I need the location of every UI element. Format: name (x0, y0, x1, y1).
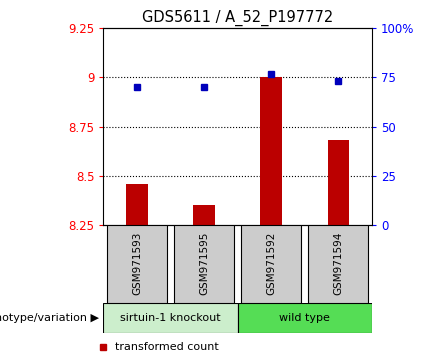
Text: GSM971592: GSM971592 (266, 232, 276, 296)
Text: GSM971594: GSM971594 (333, 232, 343, 296)
Bar (327, 140, 349, 225)
Bar (308, 225, 368, 303)
Text: transformed count: transformed count (114, 342, 218, 353)
Bar (103, 303, 238, 333)
Text: GSM971593: GSM971593 (132, 232, 142, 296)
Title: GDS5611 / A_52_P197772: GDS5611 / A_52_P197772 (142, 9, 333, 25)
Text: GSM971595: GSM971595 (199, 232, 209, 296)
Bar (126, 183, 148, 225)
Text: wild type: wild type (279, 313, 330, 323)
Bar (174, 225, 234, 303)
Text: sirtuin-1 knockout: sirtuin-1 knockout (120, 313, 221, 323)
Bar (260, 78, 282, 225)
Bar (193, 205, 215, 225)
Bar (241, 225, 301, 303)
Bar (107, 225, 167, 303)
Bar (238, 303, 372, 333)
Text: genotype/variation ▶: genotype/variation ▶ (0, 313, 99, 323)
